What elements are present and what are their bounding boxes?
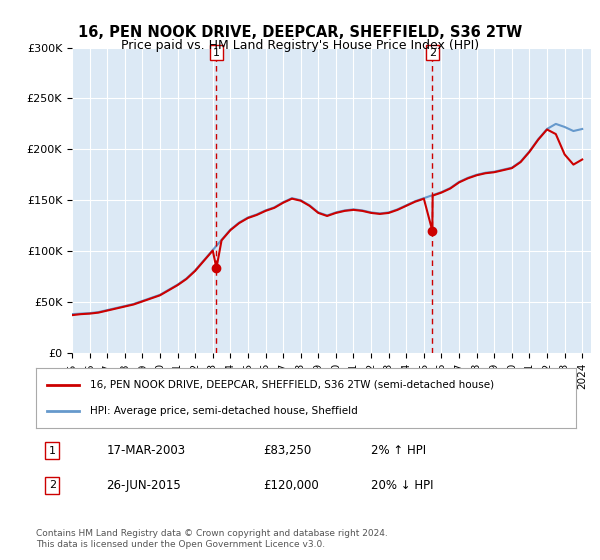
Text: 2: 2 [429, 48, 436, 58]
Text: £83,250: £83,250 [263, 444, 311, 457]
Text: £120,000: £120,000 [263, 479, 319, 492]
Text: Price paid vs. HM Land Registry's House Price Index (HPI): Price paid vs. HM Land Registry's House … [121, 39, 479, 52]
Text: 16, PEN NOOK DRIVE, DEEPCAR, SHEFFIELD, S36 2TW (semi-detached house): 16, PEN NOOK DRIVE, DEEPCAR, SHEFFIELD, … [90, 380, 494, 390]
Text: 16, PEN NOOK DRIVE, DEEPCAR, SHEFFIELD, S36 2TW: 16, PEN NOOK DRIVE, DEEPCAR, SHEFFIELD, … [78, 25, 522, 40]
Text: 26-JUN-2015: 26-JUN-2015 [106, 479, 181, 492]
Text: HPI: Average price, semi-detached house, Sheffield: HPI: Average price, semi-detached house,… [90, 407, 358, 417]
Text: 1: 1 [49, 446, 56, 456]
Text: 2: 2 [49, 480, 56, 491]
Text: 17-MAR-2003: 17-MAR-2003 [106, 444, 185, 457]
Text: 2% ↑ HPI: 2% ↑ HPI [371, 444, 426, 457]
Text: 1: 1 [213, 48, 220, 58]
Text: 20% ↓ HPI: 20% ↓ HPI [371, 479, 433, 492]
Text: Contains HM Land Registry data © Crown copyright and database right 2024.
This d: Contains HM Land Registry data © Crown c… [36, 529, 388, 549]
